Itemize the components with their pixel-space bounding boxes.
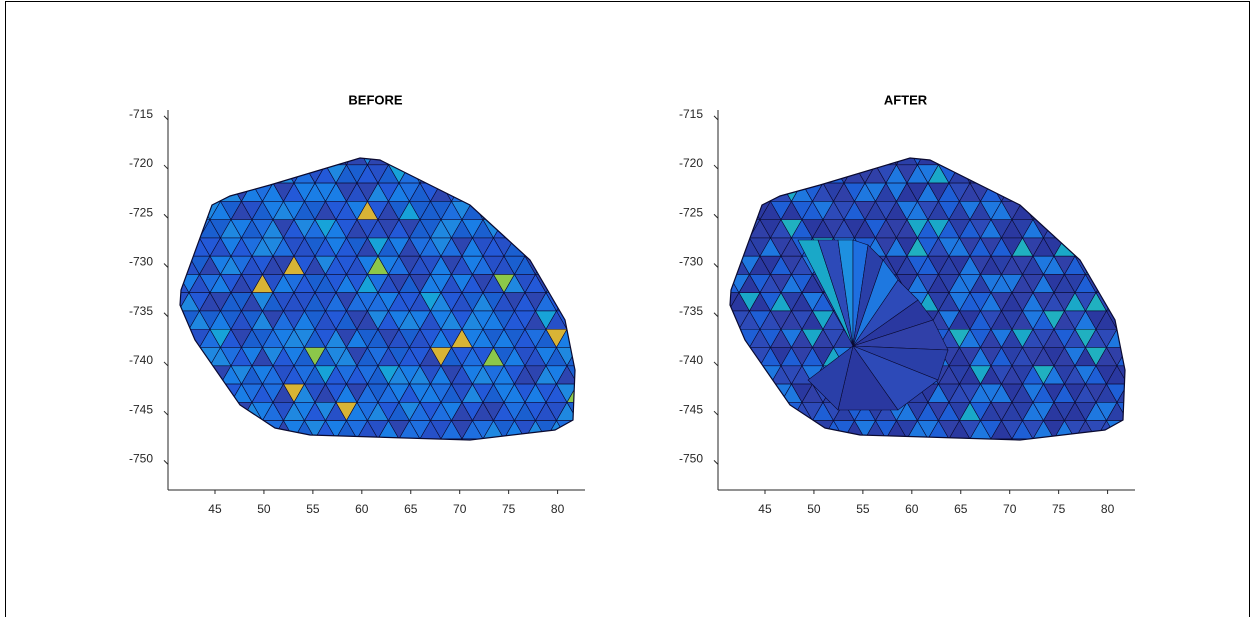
x-tick-label: 80 <box>551 502 565 516</box>
figure: BEFORE -715 -720 -725 -730 -735 -740 -745 -750 45… <box>0 0 1255 617</box>
axes-title: AFTER <box>884 92 928 107</box>
x-tick-label: 60 <box>905 502 919 516</box>
x-tick-label: 80 <box>1101 502 1115 516</box>
y-tick-label: -730 <box>129 255 153 269</box>
x-tick-label: 75 <box>502 502 516 516</box>
x-tick-label: 65 <box>404 502 418 516</box>
y-tick-label: -735 <box>129 304 153 318</box>
y-tick-label: -725 <box>129 205 153 219</box>
y-tick-label: -745 <box>129 402 153 416</box>
y-tick-label: -735 <box>679 304 703 318</box>
x-tick-label: 45 <box>208 502 222 516</box>
x-tick-label: 70 <box>453 502 467 516</box>
y-tick-label: -750 <box>679 452 703 466</box>
y-tick-label: -745 <box>679 402 703 416</box>
x-tick-label: 60 <box>355 502 369 516</box>
x-tick-label: 50 <box>807 502 821 516</box>
x-tick-label: 55 <box>306 502 320 516</box>
y-tick-label: -715 <box>129 107 153 121</box>
x-tick-label: 45 <box>758 502 772 516</box>
y-tick-label: -720 <box>679 156 703 170</box>
y-tick-label: -740 <box>679 353 703 367</box>
y-tick-label: -750 <box>129 452 153 466</box>
y-tick-label: -725 <box>679 205 703 219</box>
x-tick-label: 75 <box>1052 502 1066 516</box>
x-tick-label: 50 <box>257 502 271 516</box>
y-tick-label: -715 <box>679 107 703 121</box>
x-tick-label: 70 <box>1003 502 1017 516</box>
x-tick-label: 65 <box>954 502 968 516</box>
y-tick-label: -730 <box>679 255 703 269</box>
y-tick-label: -740 <box>129 353 153 367</box>
axes-title: BEFORE <box>348 92 403 107</box>
x-tick-label: 55 <box>856 502 870 516</box>
y-tick-label: -720 <box>129 156 153 170</box>
